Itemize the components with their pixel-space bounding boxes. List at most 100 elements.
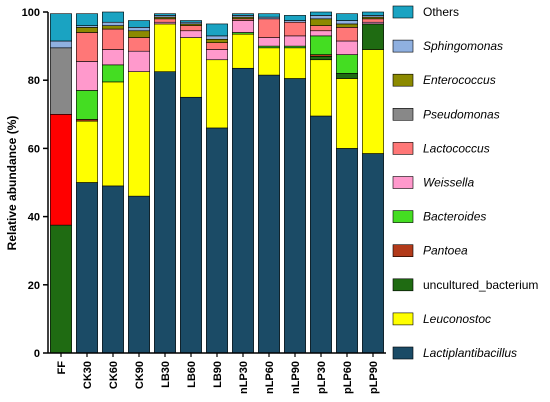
bar-segment-nLP90-10 bbox=[284, 15, 306, 21]
bar-segment-FF-4 bbox=[50, 114, 72, 226]
bar-segment-LB60-1 bbox=[180, 37, 202, 98]
bar-segment-pLP30-8 bbox=[310, 18, 332, 26]
bar-segment-pLP90-10 bbox=[362, 11, 384, 16]
bar-segment-pLP30-9 bbox=[310, 15, 332, 20]
x-tick-label-LB30: LB30 bbox=[160, 361, 172, 388]
y-tick-label-100: 100 bbox=[22, 7, 40, 19]
bar-segment-pLP90-1 bbox=[362, 49, 384, 154]
axes-group bbox=[43, 11, 386, 357]
x-tick-label-FF: FF bbox=[56, 361, 68, 375]
legend-label-10: Lactiplantibacillus bbox=[423, 346, 517, 360]
bar-segment-pLP60-8 bbox=[336, 23, 358, 28]
bar-segment-pLP60-2 bbox=[336, 73, 358, 79]
bar-segment-nLP30-5 bbox=[232, 20, 254, 33]
legend-swatch-4 bbox=[392, 142, 414, 155]
bar-segment-nLP30-10 bbox=[232, 13, 254, 16]
bar-segment-pLP30-6 bbox=[310, 25, 332, 32]
bar-segment-LB60-0 bbox=[180, 96, 202, 354]
bar-segment-nLP60-6 bbox=[258, 18, 280, 38]
legend-swatch-3 bbox=[392, 108, 414, 121]
bar-segment-nLP30-0 bbox=[232, 67, 254, 354]
legend-label-5: Weissella bbox=[423, 176, 474, 190]
bar-segment-pLP60-0 bbox=[336, 148, 358, 354]
bar-segment-nLP60-10 bbox=[258, 13, 280, 18]
legend-swatch-0 bbox=[392, 5, 414, 19]
legend-swatch-6 bbox=[392, 210, 414, 223]
bar-segment-CK60-6 bbox=[102, 28, 124, 50]
bar-segment-LB30-10 bbox=[154, 13, 176, 16]
bar-segment-LB60-6 bbox=[180, 25, 202, 32]
bar-segment-pLP60-5 bbox=[336, 40, 358, 55]
bar-segment-LB90-5 bbox=[206, 49, 228, 61]
bar-segment-pLP60-9 bbox=[336, 20, 358, 25]
bar-segment-pLP30-5 bbox=[310, 30, 332, 37]
bar-segment-pLP30-1 bbox=[310, 59, 332, 117]
y-tick-labels: 0 20 40 60 80 100 bbox=[22, 7, 40, 360]
bar-segment-FF-2 bbox=[50, 224, 72, 354]
legend-swatch-2 bbox=[392, 73, 414, 87]
legend-label-6: Bacteroides bbox=[423, 210, 486, 224]
bar-segment-CK30-4 bbox=[76, 90, 98, 120]
bar-segment-CK90-9 bbox=[128, 27, 150, 32]
bar-segment-LB30-1 bbox=[154, 23, 176, 72]
bar-segment-pLP60-1 bbox=[336, 78, 358, 149]
x-tick-label-CK30: CK30 bbox=[82, 361, 94, 389]
bar-segment-CK90-5 bbox=[128, 50, 150, 72]
y-axis-title: Relative abundance (%) bbox=[5, 116, 19, 251]
bar-segment-CK60-5 bbox=[102, 49, 124, 66]
bar-segment-LB90-0 bbox=[206, 127, 228, 354]
bar-segment-pLP60-6 bbox=[336, 27, 358, 42]
bar-segment-CK60-4 bbox=[102, 64, 124, 83]
bar-segment-CK30-5 bbox=[76, 61, 98, 91]
x-tick-label-nLP60: nLP60 bbox=[264, 361, 276, 394]
bar-segment-CK90-1 bbox=[128, 71, 150, 197]
x-tick-label-pLP60: pLP60 bbox=[342, 361, 354, 394]
bar-segment-pLP90-6 bbox=[362, 18, 384, 23]
bar-segment-CK60-9 bbox=[102, 21, 124, 26]
bar-segment-nLP90-1 bbox=[284, 47, 306, 79]
bar-segment-nLP90-5 bbox=[284, 35, 306, 47]
bar-segment-LB90-6 bbox=[206, 42, 228, 50]
bar-segment-nLP60-0 bbox=[258, 74, 280, 354]
bar-segment-pLP30-10 bbox=[310, 11, 332, 16]
bar-segment-pLP30-0 bbox=[310, 115, 332, 354]
x-tick-label-nLP30: nLP30 bbox=[238, 361, 250, 394]
x-tick-label-LB60: LB60 bbox=[186, 361, 198, 388]
y-tick-label-20: 20 bbox=[28, 280, 40, 292]
legend-swatch-7 bbox=[392, 244, 414, 257]
bar-segment-LB60-10 bbox=[180, 20, 202, 23]
bar-segment-pLP30-4 bbox=[310, 35, 332, 55]
x-tick-label-nLP90: nLP90 bbox=[290, 361, 302, 394]
bar-segment-LB30-0 bbox=[154, 71, 176, 354]
bar-segment-FF-11 bbox=[50, 13, 72, 42]
bar-segment-pLP90-0 bbox=[362, 153, 384, 354]
bar-segment-nLP30-1 bbox=[232, 33, 254, 69]
bar-segment-LB30-6 bbox=[154, 18, 176, 23]
bar-segment-CK60-8 bbox=[102, 25, 124, 30]
legend-label-2: Enterococcus bbox=[423, 73, 496, 87]
bar-segment-CK60-10 bbox=[102, 11, 124, 23]
y-tick-label-60: 60 bbox=[28, 143, 40, 155]
bar-segment-CK90-8 bbox=[128, 30, 150, 38]
bar-segment-pLP30-2 bbox=[310, 56, 332, 61]
bar-segment-LB60-5 bbox=[180, 30, 202, 38]
x-tick-label-CK60: CK60 bbox=[108, 361, 120, 389]
y-tick-label-0: 0 bbox=[34, 348, 40, 360]
x-tick-label-LB90: LB90 bbox=[212, 361, 224, 388]
legend-swatch-5 bbox=[392, 176, 414, 189]
legend-label-3: Pseudomonas bbox=[423, 107, 500, 121]
bar-segment-CK30-6 bbox=[76, 32, 98, 62]
legend-label-4: Lactococcus bbox=[423, 141, 490, 155]
legend-label-9: Leuconostoc bbox=[423, 312, 491, 326]
bar-segment-FF-8 bbox=[50, 47, 72, 115]
bar-segment-CK90-10 bbox=[128, 20, 150, 28]
bar-segment-LB90-1 bbox=[206, 59, 228, 129]
bar-segment-LB90-10 bbox=[206, 23, 228, 37]
bar-segment-nLP60-5 bbox=[258, 37, 280, 47]
bar-segment-pLP60-4 bbox=[336, 54, 358, 74]
y-tick-label-40: 40 bbox=[28, 212, 40, 224]
bar-segment-CK30-8 bbox=[76, 27, 98, 33]
bar-segment-pLP60-10 bbox=[336, 13, 358, 21]
bar-segment-CK30-10 bbox=[76, 13, 98, 26]
